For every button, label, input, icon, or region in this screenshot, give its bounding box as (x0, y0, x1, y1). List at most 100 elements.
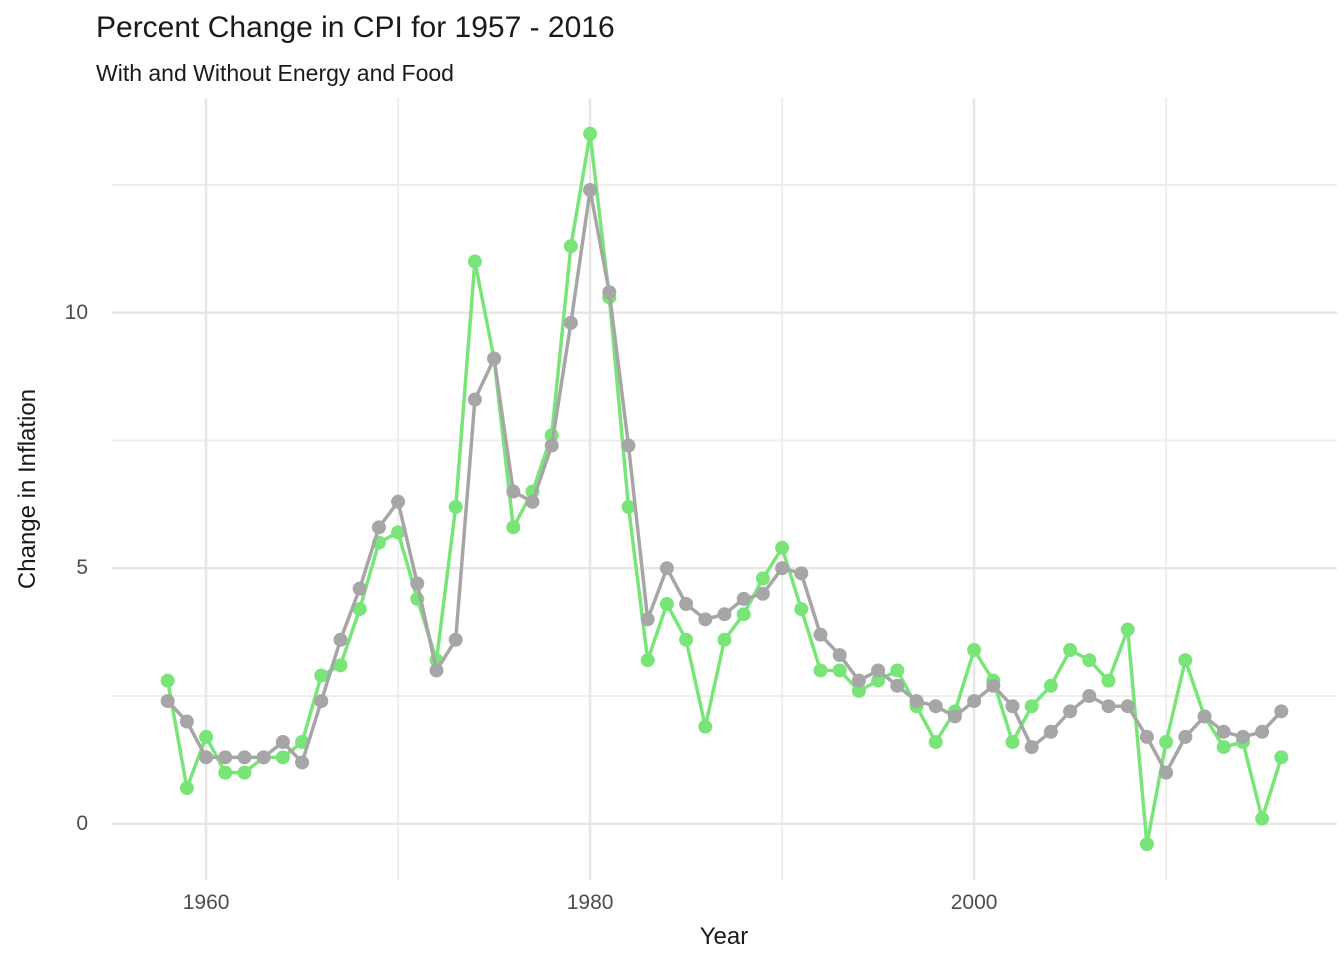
y-axis-tick-label: 0 (76, 811, 88, 835)
data-point-gray (506, 484, 521, 499)
data-point-green (467, 254, 482, 269)
data-point-green (1216, 740, 1231, 755)
data-point-green (1139, 837, 1154, 852)
data-point-green (352, 602, 367, 617)
data-point-green (967, 643, 982, 657)
data-point-gray (1005, 699, 1020, 714)
series-line-green (165, 132, 1284, 846)
data-point-green (1063, 643, 1078, 657)
data-point-gray (179, 714, 194, 729)
data-point-green (1274, 750, 1289, 765)
data-point-gray (583, 183, 598, 197)
data-point-green (813, 663, 828, 678)
data-point-gray (775, 561, 790, 576)
data-point-green (1082, 653, 1097, 668)
data-point-green (1024, 699, 1039, 714)
data-point-gray (429, 663, 444, 678)
data-point-gray (736, 591, 751, 606)
data-point-green (755, 571, 770, 586)
data-point-green (1043, 678, 1058, 693)
data-point-green (928, 735, 943, 749)
data-point-green (275, 750, 290, 765)
data-point-gray (525, 494, 540, 509)
data-point-gray (909, 694, 924, 709)
data-point-gray (851, 673, 866, 688)
data-point-green (314, 668, 329, 683)
data-point-green (832, 663, 847, 678)
data-point-gray (794, 566, 809, 581)
x-axis-title: Year (699, 923, 749, 950)
x-axis-tick-label: 1980 (566, 891, 614, 914)
data-point-green (1178, 653, 1193, 668)
data-point-green (640, 653, 655, 668)
data-point-gray (544, 438, 559, 453)
data-point-green (775, 540, 790, 555)
y-axis-title: Change in Inflation (14, 388, 41, 590)
data-point-green (237, 765, 252, 780)
data-point-gray (410, 576, 425, 591)
data-point-green (736, 607, 751, 622)
y-axis-tick-label: 5 (76, 556, 88, 580)
data-point-green (698, 719, 713, 734)
data-point-gray (487, 351, 502, 366)
data-point-green (717, 632, 732, 647)
data-point-gray (1235, 729, 1250, 744)
data-point-green (583, 126, 598, 141)
data-point-gray (218, 750, 233, 765)
data-point-gray (352, 581, 367, 596)
data-point-gray (1120, 699, 1135, 714)
data-point-green (659, 597, 674, 611)
data-point-green (1120, 622, 1135, 637)
data-point-gray (1101, 699, 1116, 714)
data-point-gray (333, 632, 348, 647)
data-point-green (1101, 673, 1116, 688)
data-point-gray (621, 438, 636, 453)
data-point-gray (1178, 729, 1193, 744)
data-point-gray (1255, 724, 1270, 739)
data-point-green (621, 499, 636, 514)
data-point-gray (1082, 689, 1097, 703)
data-point-gray (698, 612, 713, 627)
data-point-green (448, 499, 463, 514)
data-point-green (160, 673, 175, 688)
data-point-gray (563, 315, 578, 330)
data-point-gray (448, 632, 463, 647)
data-point-gray (986, 678, 1001, 693)
data-point-gray (256, 750, 271, 765)
data-point-green (506, 520, 521, 535)
data-point-green (179, 781, 194, 795)
data-point-gray (890, 678, 905, 693)
data-point-gray (295, 755, 310, 770)
data-point-gray (237, 750, 252, 765)
data-point-gray (371, 520, 386, 535)
data-point-green (851, 683, 866, 698)
data-point-gray (1063, 704, 1078, 719)
data-point-gray (275, 735, 290, 749)
data-point-gray (832, 648, 847, 663)
data-point-gray (391, 494, 406, 509)
data-point-gray (967, 694, 982, 709)
data-point-gray (928, 699, 943, 714)
data-point-green (890, 663, 905, 678)
chart-title: Percent Change in CPI for 1957 - 2016 (96, 11, 615, 44)
x-axis-tick-label: 1960 (182, 891, 230, 914)
data-point-gray (199, 750, 214, 765)
data-point-gray (813, 627, 828, 642)
data-point-gray (659, 561, 674, 576)
data-point-gray (1216, 724, 1231, 739)
data-point-green (871, 673, 886, 688)
data-point-gray (1043, 724, 1058, 739)
chart-subtitle: With and Without Energy and Food (96, 60, 454, 86)
data-point-gray (717, 607, 732, 622)
data-point-green (333, 658, 348, 673)
data-point-gray (1159, 765, 1174, 780)
data-point-green (1255, 811, 1270, 826)
data-point-gray (1024, 740, 1039, 755)
data-point-gray (467, 392, 482, 407)
y-axis-tick-label: 10 (64, 300, 88, 324)
data-point-green (391, 525, 406, 540)
data-point-green (199, 729, 214, 744)
data-point-gray (640, 612, 655, 627)
